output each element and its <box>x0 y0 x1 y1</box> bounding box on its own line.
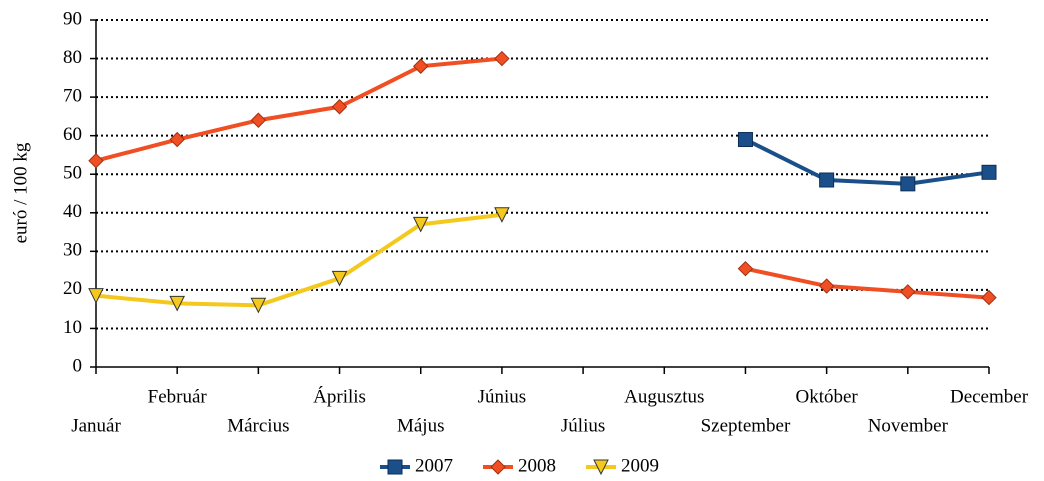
marker <box>412 216 429 233</box>
marker <box>169 131 185 148</box>
marker <box>900 176 916 192</box>
marker <box>593 459 609 476</box>
y-tick-label: 80 <box>63 47 82 68</box>
marker <box>494 50 510 67</box>
marker <box>981 164 997 180</box>
marker <box>737 260 754 277</box>
marker <box>387 459 403 475</box>
x-tick-label: Január <box>71 415 121 436</box>
series-line <box>95 212 503 308</box>
x-tick-label: December <box>950 386 1029 407</box>
marker <box>250 297 267 314</box>
marker <box>818 278 835 294</box>
y-axis-label: euró / 100 kg <box>10 142 31 243</box>
x-tick-label: Október <box>796 386 859 407</box>
x-tick-label: Szeptember <box>701 415 791 436</box>
legend-label: 2008 <box>518 455 556 476</box>
x-tick-label: Február <box>148 386 208 407</box>
marker <box>88 153 104 169</box>
x-tick-label: Június <box>478 386 527 407</box>
legend-label: 2009 <box>621 455 659 476</box>
y-tick-label: 0 <box>73 355 83 376</box>
x-tick-label: Április <box>313 385 366 407</box>
marker <box>331 270 348 287</box>
series-line <box>744 137 990 186</box>
x-tick-label: Július <box>561 415 605 436</box>
legend-label: 2007 <box>415 455 453 476</box>
y-tick-label: 20 <box>63 278 82 299</box>
x-tick-label: Május <box>397 415 445 436</box>
x-tick-label: Augusztus <box>624 386 704 407</box>
marker <box>169 295 185 312</box>
x-tick-label: November <box>868 415 949 436</box>
x-tick-label: Március <box>227 415 289 436</box>
y-tick-label: 50 <box>63 163 82 184</box>
marker <box>981 289 997 306</box>
marker <box>250 112 267 128</box>
y-tick-label: 10 <box>63 317 82 338</box>
series-line <box>95 56 990 300</box>
marker <box>490 459 506 475</box>
marker <box>819 172 835 188</box>
marker <box>88 288 104 304</box>
y-tick-label: 90 <box>63 8 82 29</box>
y-tick-label: 70 <box>63 85 82 106</box>
y-tick-label: 40 <box>63 201 82 222</box>
marker <box>331 99 348 115</box>
y-tick-label: 60 <box>63 124 82 145</box>
marker <box>900 284 916 300</box>
marker <box>737 132 753 148</box>
marker <box>413 58 429 74</box>
marker <box>494 207 510 223</box>
y-tick-label: 30 <box>63 240 82 261</box>
